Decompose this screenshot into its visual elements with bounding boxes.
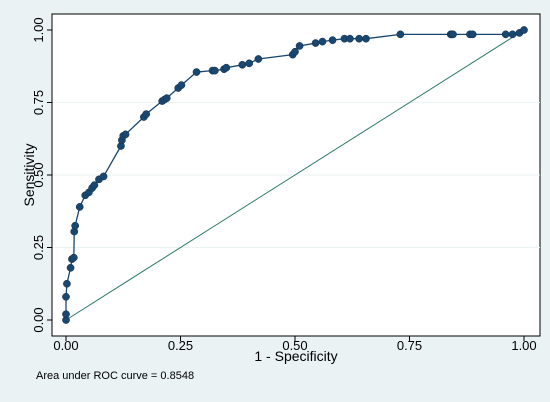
y-tick-label: 0.25 bbox=[31, 235, 46, 260]
roc-point bbox=[142, 110, 150, 118]
roc-point bbox=[63, 279, 71, 288]
x-tick-label: 0.75 bbox=[397, 338, 422, 353]
reference-line bbox=[65, 29, 525, 321]
x-tick-label: 0.50 bbox=[282, 338, 307, 353]
roc-point bbox=[355, 34, 363, 43]
roc-point bbox=[121, 130, 130, 139]
roc-point bbox=[468, 30, 477, 39]
roc-point bbox=[62, 292, 70, 301]
roc-point bbox=[62, 310, 70, 319]
roc-point bbox=[328, 36, 337, 45]
roc-point bbox=[90, 181, 99, 189]
y-ticks: 0.00 0.25 0.50 0.75 1.00 bbox=[31, 17, 52, 333]
roc-point bbox=[449, 30, 457, 39]
roc-point bbox=[508, 30, 517, 39]
roc-point bbox=[520, 26, 528, 34]
roc-point bbox=[162, 94, 171, 103]
roc-point bbox=[396, 30, 405, 39]
roc-point bbox=[295, 42, 304, 50]
roc-point bbox=[69, 253, 78, 262]
roc-point bbox=[291, 47, 299, 56]
roc-point bbox=[75, 203, 84, 211]
x-axis-title: 1 - Specificity bbox=[254, 348, 337, 364]
roc-point bbox=[318, 37, 327, 46]
roc-point bbox=[177, 81, 186, 89]
roc-point bbox=[211, 66, 219, 75]
x-ticks: 0.00 0.25 0.50 0.75 1.00 bbox=[53, 336, 537, 353]
x-tick-label: 1.00 bbox=[511, 338, 536, 353]
y-tick-label: 0.50 bbox=[31, 162, 46, 187]
y-tick-label: 0.00 bbox=[31, 307, 46, 332]
roc-point bbox=[238, 60, 247, 69]
auc-note: Area under ROC curve = 0.8548 bbox=[36, 370, 194, 382]
x-tick-label: 0.00 bbox=[53, 338, 78, 353]
roc-points bbox=[62, 26, 528, 324]
roc-point bbox=[254, 55, 263, 63]
roc-point bbox=[501, 30, 510, 39]
y-axis-title: Sensitivity bbox=[21, 143, 37, 206]
roc-point bbox=[346, 34, 354, 43]
roc-point bbox=[66, 263, 75, 272]
gridlines bbox=[52, 102, 540, 248]
roc-point bbox=[99, 172, 108, 181]
roc-point bbox=[245, 59, 254, 68]
roc-point bbox=[192, 68, 201, 76]
x-tick-label: 0.25 bbox=[168, 338, 193, 353]
y-tick-label: 0.75 bbox=[31, 90, 46, 115]
roc-point bbox=[362, 34, 370, 43]
roc-point bbox=[71, 221, 80, 230]
roc-point bbox=[222, 63, 231, 72]
y-tick-label: 1.00 bbox=[31, 17, 46, 42]
roc-point bbox=[311, 39, 320, 47]
